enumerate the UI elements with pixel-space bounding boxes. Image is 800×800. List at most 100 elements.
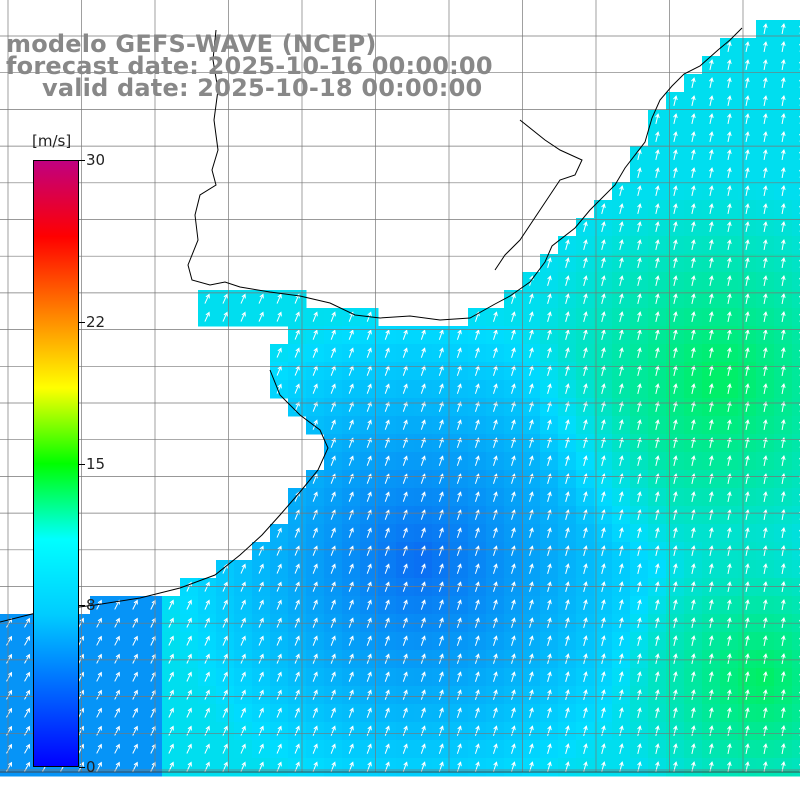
wind-arrow <box>366 599 372 610</box>
wind-arrow <box>493 653 498 664</box>
wind-arrow <box>529 491 534 502</box>
wind-arrow <box>763 41 768 53</box>
wind-arrow <box>529 347 534 358</box>
wind-arrow <box>673 419 678 430</box>
wind-arrow <box>493 401 498 412</box>
wind-arrow <box>709 581 714 592</box>
wind-arrow <box>78 707 84 718</box>
colorbar <box>33 160 79 767</box>
wind-arrow <box>276 527 282 538</box>
wind-arrow <box>294 563 300 574</box>
wind-arrow <box>438 329 444 340</box>
wind-arrow <box>366 455 372 466</box>
wind-arrow <box>529 419 534 430</box>
wind-arrow <box>565 311 570 322</box>
wind-arrow <box>655 257 660 268</box>
wind-arrow <box>511 689 516 700</box>
wind-arrow <box>727 95 732 106</box>
wind-arrow <box>456 401 462 412</box>
wind-arrow <box>763 725 768 737</box>
wind-arrow <box>204 293 210 304</box>
wind-arrow <box>583 491 588 502</box>
wind-arrow <box>763 239 768 251</box>
wind-arrow <box>456 563 462 574</box>
wind-arrow <box>727 509 732 520</box>
wind-arrow <box>673 725 678 736</box>
wind-arrow <box>438 743 444 754</box>
wind-arrow <box>420 707 426 718</box>
wind-arrow <box>420 545 426 556</box>
wind-arrow <box>114 635 120 646</box>
wind-arrow <box>402 401 408 412</box>
wind-arrow <box>763 635 768 647</box>
wind-arrow <box>655 491 660 502</box>
wind-arrow <box>330 401 336 412</box>
wind-arrow <box>312 527 318 538</box>
wind-arrow <box>438 563 444 574</box>
wind-arrow <box>727 725 732 736</box>
wind-arrow <box>655 545 660 556</box>
wind-arrow <box>619 707 624 718</box>
wind-arrow <box>330 689 336 700</box>
wind-cell <box>792 110 800 129</box>
wind-cell <box>792 632 800 651</box>
wind-arrow <box>691 509 696 520</box>
wind-arrow <box>366 689 372 700</box>
wind-arrow <box>780 329 786 341</box>
wind-arrow <box>673 257 678 268</box>
wind-arrow <box>312 545 318 556</box>
wind-arrow <box>132 743 138 754</box>
wind-arrow <box>186 653 192 664</box>
wind-arrow <box>474 491 480 502</box>
wind-arrow <box>709 329 714 340</box>
wind-arrow <box>240 581 246 592</box>
wind-arrow <box>583 743 588 754</box>
wind-arrow <box>709 185 714 196</box>
wind-arrow <box>420 419 426 430</box>
wind-arrow <box>493 599 498 610</box>
wind-arrow <box>709 671 714 682</box>
wind-arrow <box>420 563 426 574</box>
wind-arrow <box>493 491 498 502</box>
wind-arrow <box>745 491 750 503</box>
wind-arrow <box>619 653 624 664</box>
wind-arrow <box>294 653 300 664</box>
wind-arrow <box>330 563 336 574</box>
wind-arrow <box>691 311 696 322</box>
wind-arrow <box>780 563 786 575</box>
wind-arrow <box>6 671 13 682</box>
wind-arrow <box>276 293 282 304</box>
wind-arrow <box>565 653 570 664</box>
wind-arrow <box>547 545 552 556</box>
wind-cell <box>792 236 800 255</box>
wind-arrow <box>709 203 714 214</box>
wind-arrow <box>186 689 192 700</box>
wind-arrow <box>276 581 282 592</box>
wind-arrow <box>456 455 462 466</box>
wind-arrow <box>438 707 444 718</box>
wind-arrow <box>637 689 642 700</box>
wind-arrow <box>619 239 624 250</box>
wind-arrow <box>745 77 750 89</box>
wind-cell <box>792 74 800 93</box>
wind-arrow <box>691 95 696 106</box>
wind-arrow <box>474 545 480 556</box>
wind-cell <box>792 326 800 345</box>
wind-arrow <box>330 545 336 556</box>
wind-arrow <box>601 545 606 556</box>
wind-arrow <box>673 275 678 286</box>
wind-arrow <box>691 239 696 250</box>
wind-arrow <box>402 743 408 754</box>
wind-arrow <box>565 563 570 574</box>
wind-arrow <box>745 581 750 593</box>
wind-arrow <box>204 599 210 610</box>
wind-arrow <box>745 95 750 107</box>
wind-arrow <box>637 635 642 646</box>
wind-arrow <box>780 41 786 53</box>
wind-arrow <box>474 635 480 646</box>
wind-arrow <box>727 239 732 250</box>
wind-arrow <box>583 293 588 304</box>
wind-arrow <box>312 635 318 646</box>
wind-arrow <box>294 581 300 592</box>
wind-arrow <box>655 239 660 250</box>
